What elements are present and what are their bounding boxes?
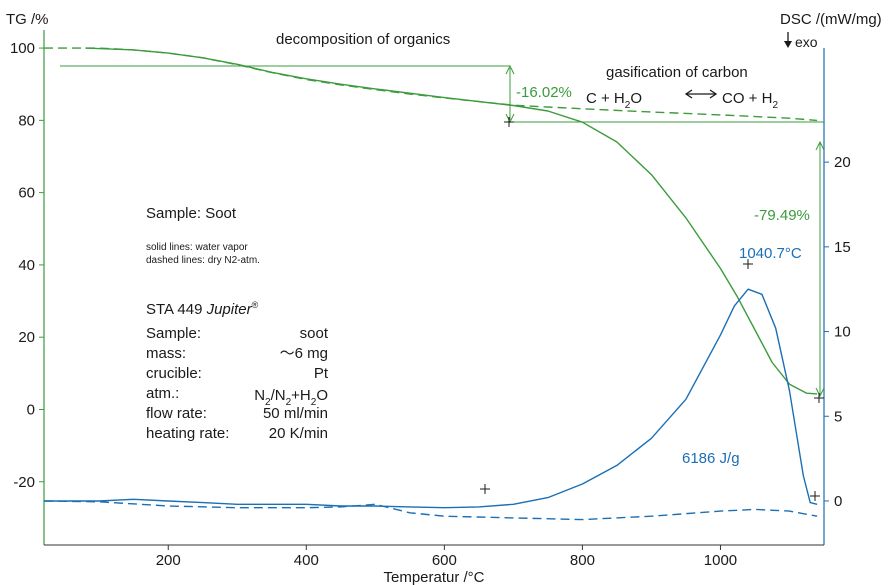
x-tick-label: 800 (570, 552, 595, 569)
x-tick-label: 1000 (704, 552, 737, 569)
measurement-params: Sample: soot mass: ～6 mg crucible: Pt atm.: flo… (146, 325, 329, 442)
y-right-tick-label: 20 (834, 154, 851, 171)
y-left-tick-label: 100 (10, 40, 35, 57)
series-layer (43, 47, 818, 521)
y-left-label: TG /% (6, 11, 49, 28)
param-label: mass: (146, 345, 186, 362)
y-left-tick-label: 20 (18, 329, 35, 346)
y-left-tick-label: -20 (13, 474, 35, 491)
y-right-tick-label: 5 (834, 408, 842, 425)
y-right-label: DSC /(mW/mg) (780, 11, 882, 28)
exo-label: exo (795, 34, 818, 50)
y-right-tick-label: 0 (834, 493, 842, 510)
svg-text:CO + H2: CO + H2 (722, 90, 778, 111)
double-arrow-icon (684, 89, 718, 99)
y-left-tick-label: 40 (18, 257, 35, 274)
legend-solid: solid lines: water vapor (146, 242, 248, 253)
param-value: Pt (314, 365, 329, 382)
param-label: atm.: (146, 385, 179, 402)
series-line-3 (43, 500, 818, 521)
y-right-tick-label: 10 (834, 324, 851, 341)
series-line-1 (44, 47, 818, 122)
sample-title: Sample: Soot (146, 205, 237, 222)
param-label: crucible: (146, 365, 202, 382)
legend-dashed: dashed lines: dry N2-atm. (146, 255, 260, 266)
param-value: ～6 mg (280, 345, 328, 362)
tick-markers (480, 117, 824, 501)
series-line-0 (85, 47, 818, 395)
area-label: 6186 J/g (682, 450, 740, 467)
x-tick-label: 600 (432, 552, 457, 569)
step2-value: -79.49% (754, 207, 810, 224)
peak-label: 1040.7°C (739, 245, 802, 262)
step-guides (60, 64, 825, 398)
param-value: 50 ml/min (263, 405, 328, 422)
x-tick-label: 200 (156, 552, 181, 569)
instrument-label: STA 449 Jupiter® (146, 300, 259, 318)
series-line-2 (44, 288, 818, 509)
decomposition-label: decomposition of organics (276, 31, 450, 48)
param-value-atm: N2/N2+H2O (254, 387, 328, 408)
x-tick-label: 400 (294, 552, 319, 569)
y-left-tick-label: 60 (18, 185, 35, 202)
x-axis-label: Temperatur /°C (383, 569, 484, 585)
svg-text:C + H2O: C + H2O (586, 90, 642, 111)
y-right-tick-label: 15 (834, 239, 851, 256)
param-value: 20 K/min (269, 425, 328, 442)
y-left-tick-label: 0 (27, 401, 35, 418)
y-left-tick-label: 80 (18, 112, 35, 129)
param-label: Sample: (146, 325, 201, 342)
param-label: heating rate: (146, 425, 229, 442)
step1-value: -16.02% (516, 84, 572, 101)
param-label: flow rate: (146, 405, 207, 422)
reaction-equation: C + H2O CO + H2 (586, 89, 778, 111)
param-value: soot (300, 325, 329, 342)
exo-indicator: exo (784, 32, 818, 50)
gasification-label: gasification of carbon (606, 64, 748, 81)
